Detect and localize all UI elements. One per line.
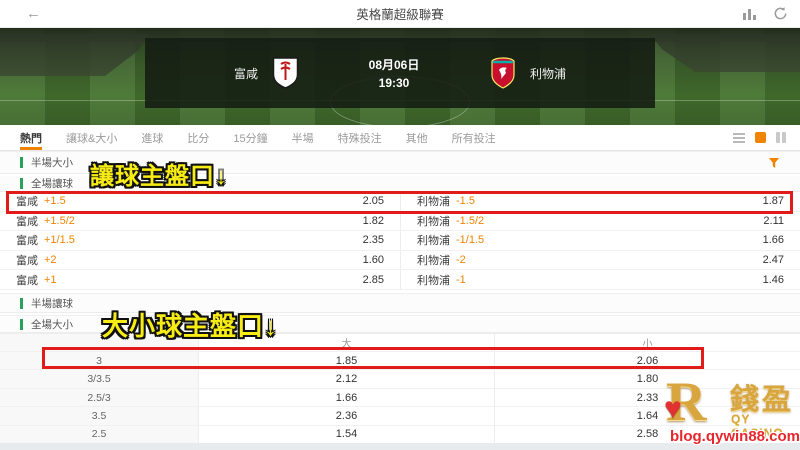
line-value: 3/3.5 — [0, 370, 198, 388]
odds-cell-away[interactable]: 利物浦 -1.5 1.87 — [400, 192, 800, 211]
column-view-icon[interactable] — [776, 132, 786, 143]
odds-cell-away[interactable]: 利物浦 -1/1.5 1.66 — [400, 231, 800, 250]
stadium-tent-left — [0, 34, 150, 76]
odds-cell-over[interactable]: 2.12 — [198, 370, 494, 388]
odds-cell-away[interactable]: 利物浦 -1 1.46 — [400, 270, 800, 289]
tab-half[interactable]: 半場 — [291, 132, 314, 145]
handicap-table: 富咸 +1.5 2.05 利物浦 -1.5 1.87 富咸 +1.5/2 1.8… — [0, 192, 800, 290]
odds-cell-home[interactable]: 富咸 +1.5/2 1.82 — [16, 214, 384, 228]
tab-goals[interactable]: 進球 — [141, 132, 164, 145]
back-icon[interactable]: ← — [26, 5, 41, 22]
odds-cell-under[interactable]: 1.64 — [494, 407, 800, 425]
line-column-header — [0, 334, 198, 351]
under-column-header: 小 — [494, 334, 800, 351]
handicap-row: 富咸 +2 1.60 利物浦 -2 2.47 — [0, 250, 800, 271]
tab-score[interactable]: 比分 — [187, 132, 210, 145]
odds-cell-over[interactable]: 1.54 — [198, 425, 494, 444]
home-team-name: 富咸 — [233, 66, 258, 81]
section-full-handicap[interactable]: 全場讓球 — [0, 176, 800, 192]
over-under-row: 2.5 1.54 2.58 — [0, 424, 800, 444]
line-value: 2.5/3 — [0, 388, 198, 407]
refresh-icon[interactable] — [773, 6, 788, 21]
odds-cell-under[interactable]: 2.06 — [494, 352, 800, 370]
tab-special[interactable]: 特殊投注 — [337, 132, 382, 145]
handicap-row: 富咸 +1.5/2 1.82 利物浦 -1.5/2 2.11 — [0, 211, 800, 232]
odds-cell-over[interactable]: 1.85 — [198, 352, 494, 370]
odds-cell-home[interactable]: 富咸 +1.5 2.05 — [16, 195, 384, 209]
market-tabbar: 熱門 讓球&大小 進球 比分 15分鐘 半場 特殊投注 其他 所有投注 — [0, 125, 800, 151]
odds-cell-under[interactable]: 2.58 — [494, 425, 800, 444]
grid-view-active-icon[interactable] — [755, 132, 766, 143]
page-title: 英格蘭超級聯賽 — [356, 8, 444, 22]
over-under-row: 3 1.85 2.06 — [0, 351, 800, 370]
away-team-name: 利物浦 — [530, 66, 567, 81]
over-column-header: 大 — [198, 334, 494, 351]
section-full-over-under[interactable]: 全場大小 — [0, 315, 800, 333]
over-under-row: 3.5 2.36 1.64 — [0, 406, 800, 425]
section-accent-bar — [20, 318, 23, 330]
over-under-table: 大 小 3 1.85 2.06 3/3.5 2.12 1.80 2.5/3 1.… — [0, 333, 800, 444]
odds-cell-away[interactable]: 利物浦 -2 2.47 — [400, 250, 800, 270]
line-value: 3.5 — [0, 407, 198, 425]
page-bottom-strip — [0, 443, 800, 450]
match-date: 08月06日 — [368, 58, 420, 72]
section-half-over-under[interactable]: 半場大小 — [0, 151, 800, 174]
odds-cell-over[interactable]: 2.36 — [198, 407, 494, 425]
stadium-tent-right — [650, 34, 800, 72]
tab-all-bets[interactable]: 所有投注 — [451, 132, 496, 145]
over-under-row: 3/3.5 2.12 1.80 — [0, 369, 800, 388]
odds-cell-home[interactable]: 富咸 +2 1.60 — [16, 254, 384, 268]
section-accent-bar — [20, 157, 23, 168]
away-team-crest-icon — [489, 57, 516, 89]
home-team-crest-icon — [272, 57, 299, 89]
odds-cell-under[interactable]: 2.33 — [494, 388, 800, 407]
section-accent-bar — [20, 178, 23, 189]
odds-cell-under[interactable]: 1.80 — [494, 370, 800, 388]
section-accent-bar — [20, 297, 23, 309]
match-time: 19:30 — [378, 76, 410, 90]
tab-other[interactable]: 其他 — [405, 132, 428, 145]
odds-cell-away[interactable]: 利物浦 -1.5/2 2.11 — [400, 211, 800, 231]
list-view-icon[interactable] — [733, 132, 745, 143]
tab-handicap-ou[interactable]: 讓球&大小 — [66, 132, 118, 145]
section-half-handicap[interactable]: 半場讓球 — [0, 293, 800, 313]
odds-cell-over[interactable]: 1.66 — [198, 388, 494, 407]
line-value: 2.5 — [0, 425, 198, 444]
odds-cell-home[interactable]: 富咸 +1/1.5 2.35 — [16, 234, 384, 248]
tab-hot[interactable]: 熱門 — [20, 125, 42, 150]
odds-cell-home[interactable]: 富咸 +1 2.85 — [16, 273, 384, 287]
over-under-header-row: 大 小 — [0, 334, 800, 351]
handicap-row: 富咸 +1 2.85 利物浦 -1 1.46 — [0, 270, 800, 290]
stats-icon[interactable] — [742, 7, 757, 20]
filter-funnel-icon[interactable] — [768, 157, 780, 169]
app-header: ← 英格蘭超級聯賽 — [0, 0, 800, 28]
handicap-row: 富咸 +1/1.5 2.35 利物浦 -1/1.5 1.66 — [0, 231, 800, 251]
line-value: 3 — [0, 352, 198, 370]
match-banner: 富咸 08月06日 19:30 利物浦 — [145, 38, 655, 108]
tab-15min[interactable]: 15分鐘 — [233, 132, 268, 145]
match-datetime: 08月06日 19:30 — [339, 56, 449, 90]
handicap-row: 富咸 +1.5 2.05 利物浦 -1.5 1.87 — [0, 192, 800, 212]
over-under-row: 2.5/3 1.66 2.33 — [0, 387, 800, 407]
